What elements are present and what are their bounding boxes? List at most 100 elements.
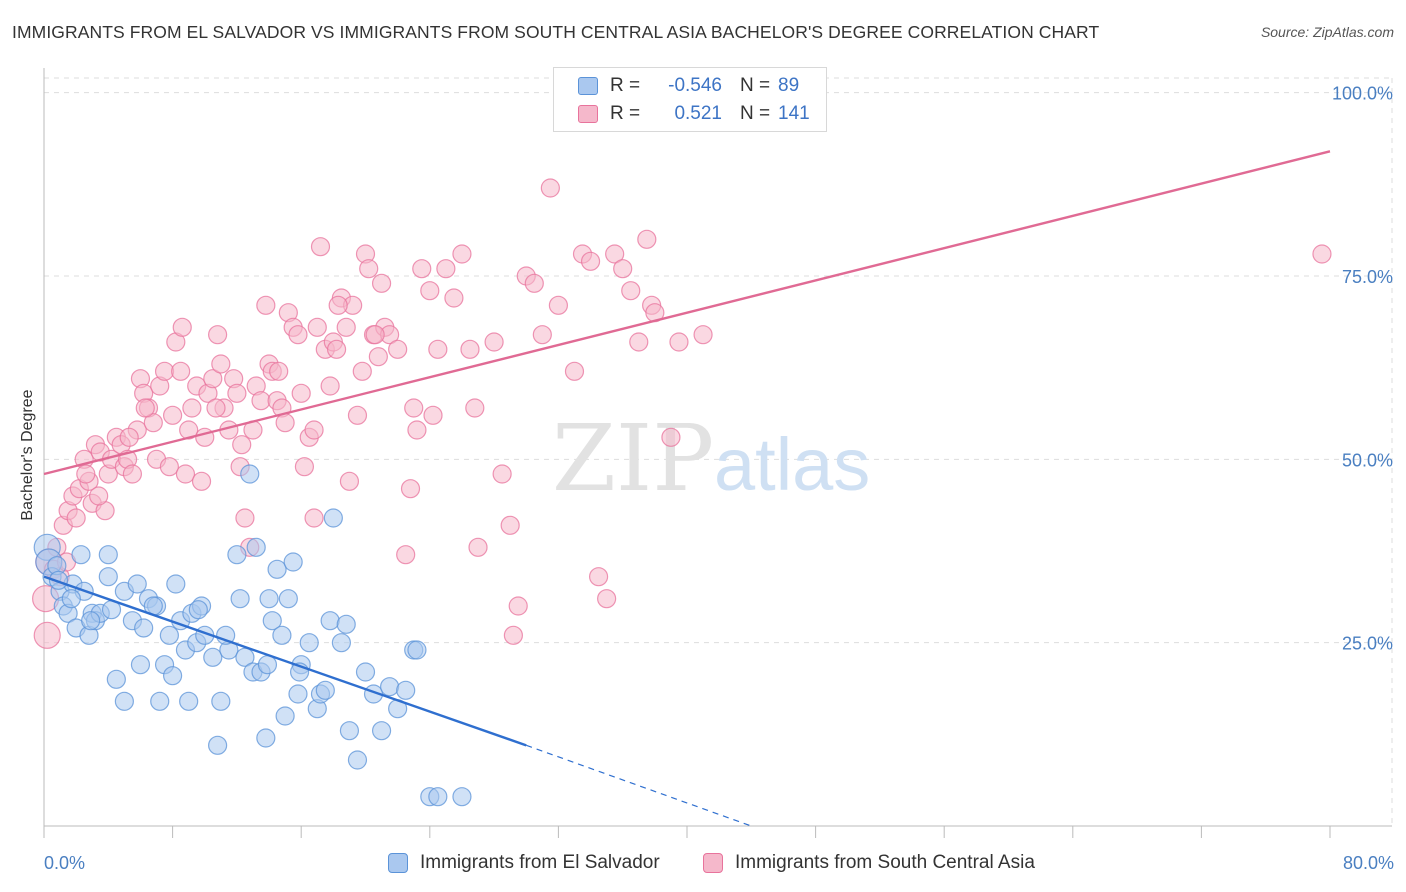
blue-data-point <box>299 633 319 653</box>
blue-data-point <box>315 680 335 700</box>
pink-series-points <box>32 178 1332 649</box>
blue-data-point <box>246 537 266 557</box>
blue-data-point <box>71 545 91 565</box>
pink-data-point <box>235 508 255 528</box>
blue-trend-extension <box>526 744 752 827</box>
legend-r-label: R = <box>610 75 641 96</box>
legend-item-el-salvador[interactable]: Immigrants from El Salvador <box>388 852 660 874</box>
pink-data-point <box>122 464 143 484</box>
pink-data-point <box>428 339 448 359</box>
blue-data-point <box>98 545 118 565</box>
pink-data-point <box>452 244 472 264</box>
blue-data-point <box>240 464 260 484</box>
blue-data-point <box>227 545 247 565</box>
blue-data-point <box>288 684 308 704</box>
pink-data-point <box>227 383 247 403</box>
pink-data-point <box>548 295 569 315</box>
legend-n-label: N = <box>740 75 771 96</box>
blue-data-point <box>48 570 69 590</box>
blue-data-point <box>396 680 416 700</box>
blue-data-point <box>150 691 170 711</box>
trend-lines <box>43 150 1331 827</box>
pink-data-point <box>326 339 347 359</box>
blue-data-point <box>428 787 448 807</box>
pink-data-point <box>468 537 488 557</box>
pink-data-point <box>613 259 633 279</box>
svg-text:ZIP: ZIP <box>552 405 714 512</box>
blue-data-point <box>114 691 134 711</box>
legend-n-value: 141 <box>778 103 810 124</box>
blue-data-point <box>230 589 250 609</box>
blue-data-point <box>163 666 183 686</box>
pink-data-point <box>182 398 202 418</box>
pink-data-point <box>135 398 155 418</box>
blue-data-point <box>98 567 118 587</box>
blue-data-point <box>275 706 295 726</box>
pink-data-point <box>605 244 625 264</box>
pink-data-point <box>352 361 372 381</box>
blue-data-point <box>320 611 340 631</box>
pink-data-point <box>492 464 512 484</box>
pink-data-point <box>400 479 421 499</box>
pink-data-point <box>320 376 340 396</box>
y-tick-label: 100.0% <box>1332 84 1393 104</box>
blue-data-point <box>257 655 278 675</box>
legend-item-south-central-asia[interactable]: Immigrants from South Central Asia <box>703 852 1035 874</box>
pink-data-point <box>208 325 228 345</box>
blue-data-point <box>380 677 400 697</box>
blue-data-point <box>208 735 228 755</box>
pink-data-point <box>588 567 609 587</box>
pink-data-point <box>175 464 196 484</box>
pink-data-point <box>407 420 427 440</box>
pink-data-point <box>291 383 311 403</box>
pink-data-point <box>251 391 271 411</box>
blue-data-point <box>203 647 223 667</box>
y-tick-label: 25.0% <box>1342 634 1393 654</box>
blue-data-point <box>81 611 101 631</box>
pink-data-point <box>669 332 689 352</box>
pink-data-point <box>693 325 713 345</box>
pink-data-point <box>484 332 504 352</box>
pink-data-point <box>564 361 585 381</box>
pink-data-point <box>89 486 109 506</box>
pink-data-point <box>159 457 179 477</box>
blue-data-point <box>283 552 303 572</box>
pink-data-point <box>211 354 231 374</box>
legend-label: Immigrants from South Central Asia <box>735 852 1035 873</box>
pink-data-point <box>275 413 295 433</box>
blue-data-point <box>339 721 360 741</box>
pink-data-point <box>365 325 385 345</box>
pink-data-point <box>540 178 560 198</box>
pink-data-point <box>423 405 443 425</box>
legend-r-label: R = <box>610 103 641 124</box>
chart-title: IMMIGRANTS FROM EL SALVADOR VS IMMIGRANT… <box>12 22 1100 42</box>
pink-data-point <box>66 508 86 528</box>
watermark: ZIP atlas <box>552 405 870 512</box>
pink-data-point <box>294 457 315 477</box>
pink-data-point <box>191 471 212 491</box>
legend-swatch-blue <box>388 853 408 873</box>
blue-data-point <box>262 611 282 631</box>
pink-data-point <box>76 464 96 484</box>
blue-data-point <box>179 691 199 711</box>
blue-data-point <box>278 589 298 609</box>
pink-data-point <box>621 281 641 301</box>
legend-label: Immigrants from El Salvador <box>420 852 660 873</box>
pink-data-point <box>154 361 175 381</box>
pink-data-point <box>508 596 528 616</box>
pink-data-point <box>420 281 440 301</box>
stats-legend: R = -0.546 N = 89 R = 0.521 N = 141 <box>553 67 827 132</box>
blue-data-point <box>256 728 276 748</box>
y-tick-label: 50.0% <box>1342 450 1393 470</box>
y-tick-labels: 25.0% 50.0% 75.0% 100.0% <box>1332 84 1393 654</box>
pink-data-point <box>1312 244 1332 264</box>
legend-swatch-pink <box>578 105 598 123</box>
series-legend: Immigrants from El Salvador Immigrants f… <box>0 852 1406 878</box>
blue-data-point <box>188 600 208 620</box>
pink-data-point <box>460 339 480 359</box>
blue-series-points <box>33 464 472 807</box>
blue-data-point <box>159 625 179 645</box>
blue-trend-line <box>43 575 527 747</box>
pink-data-point <box>256 295 276 315</box>
axes <box>43 68 1392 838</box>
